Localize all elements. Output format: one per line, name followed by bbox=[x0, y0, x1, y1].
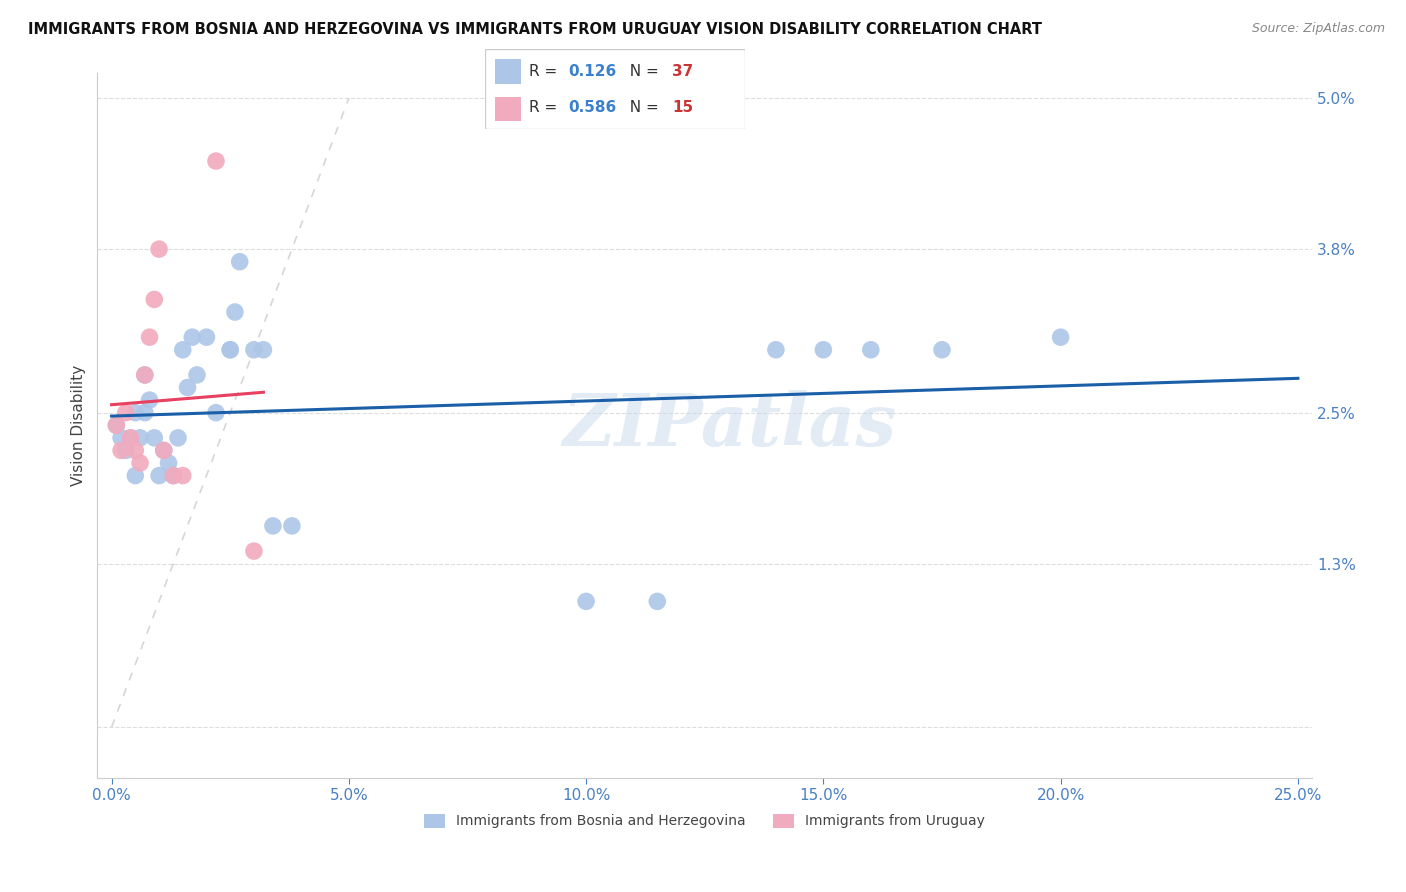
Text: 0.126: 0.126 bbox=[568, 64, 617, 79]
Point bbox=[152, 443, 174, 458]
Point bbox=[138, 330, 160, 344]
Point bbox=[105, 418, 128, 433]
Text: 15: 15 bbox=[672, 100, 693, 115]
Point bbox=[124, 468, 146, 483]
Bar bbox=[495, 60, 522, 84]
Point bbox=[765, 343, 787, 357]
Bar bbox=[495, 97, 522, 121]
Point bbox=[157, 456, 180, 470]
Point bbox=[813, 343, 835, 357]
Text: 37: 37 bbox=[672, 64, 693, 79]
Point bbox=[575, 594, 598, 608]
Point bbox=[243, 544, 266, 558]
Point bbox=[105, 418, 128, 433]
Point bbox=[148, 242, 170, 256]
Point bbox=[134, 368, 156, 382]
Text: R =: R = bbox=[529, 64, 562, 79]
Text: 0.586: 0.586 bbox=[568, 100, 617, 115]
Point bbox=[1049, 330, 1071, 344]
Point bbox=[124, 406, 146, 420]
Point bbox=[167, 431, 190, 445]
Point bbox=[124, 443, 146, 458]
Point bbox=[645, 594, 668, 608]
Point bbox=[134, 406, 156, 420]
Point bbox=[120, 431, 142, 445]
Point bbox=[205, 406, 228, 420]
Y-axis label: Vision Disability: Vision Disability bbox=[72, 365, 86, 486]
Point bbox=[148, 468, 170, 483]
Point bbox=[931, 343, 953, 357]
Point bbox=[205, 154, 228, 169]
Point bbox=[228, 254, 250, 268]
Point bbox=[859, 343, 882, 357]
Point bbox=[181, 330, 204, 344]
Point bbox=[120, 431, 142, 445]
Point bbox=[110, 431, 132, 445]
Point bbox=[172, 468, 194, 483]
Legend: Immigrants from Bosnia and Herzegovina, Immigrants from Uruguay: Immigrants from Bosnia and Herzegovina, … bbox=[419, 808, 991, 834]
Point bbox=[114, 406, 136, 420]
Point bbox=[243, 343, 266, 357]
Text: Source: ZipAtlas.com: Source: ZipAtlas.com bbox=[1251, 22, 1385, 36]
Point bbox=[176, 380, 198, 394]
Point bbox=[143, 293, 166, 307]
Point bbox=[143, 431, 166, 445]
Point bbox=[281, 519, 304, 533]
Point bbox=[138, 393, 160, 408]
Text: N =: N = bbox=[620, 100, 664, 115]
Text: ZIPatlas: ZIPatlas bbox=[562, 390, 896, 461]
Point bbox=[152, 443, 174, 458]
Text: N =: N = bbox=[620, 64, 664, 79]
Point bbox=[129, 456, 152, 470]
Point bbox=[110, 443, 132, 458]
Point bbox=[224, 305, 246, 319]
Text: R =: R = bbox=[529, 100, 562, 115]
Point bbox=[219, 343, 242, 357]
Point bbox=[195, 330, 218, 344]
Point bbox=[129, 431, 152, 445]
Point bbox=[172, 343, 194, 357]
Point bbox=[162, 468, 184, 483]
Point bbox=[262, 519, 284, 533]
FancyBboxPatch shape bbox=[485, 49, 745, 129]
Point bbox=[134, 368, 156, 382]
Point bbox=[186, 368, 208, 382]
Point bbox=[252, 343, 274, 357]
Point bbox=[162, 468, 184, 483]
Point bbox=[219, 343, 242, 357]
Text: IMMIGRANTS FROM BOSNIA AND HERZEGOVINA VS IMMIGRANTS FROM URUGUAY VISION DISABIL: IMMIGRANTS FROM BOSNIA AND HERZEGOVINA V… bbox=[28, 22, 1042, 37]
Point bbox=[114, 443, 136, 458]
